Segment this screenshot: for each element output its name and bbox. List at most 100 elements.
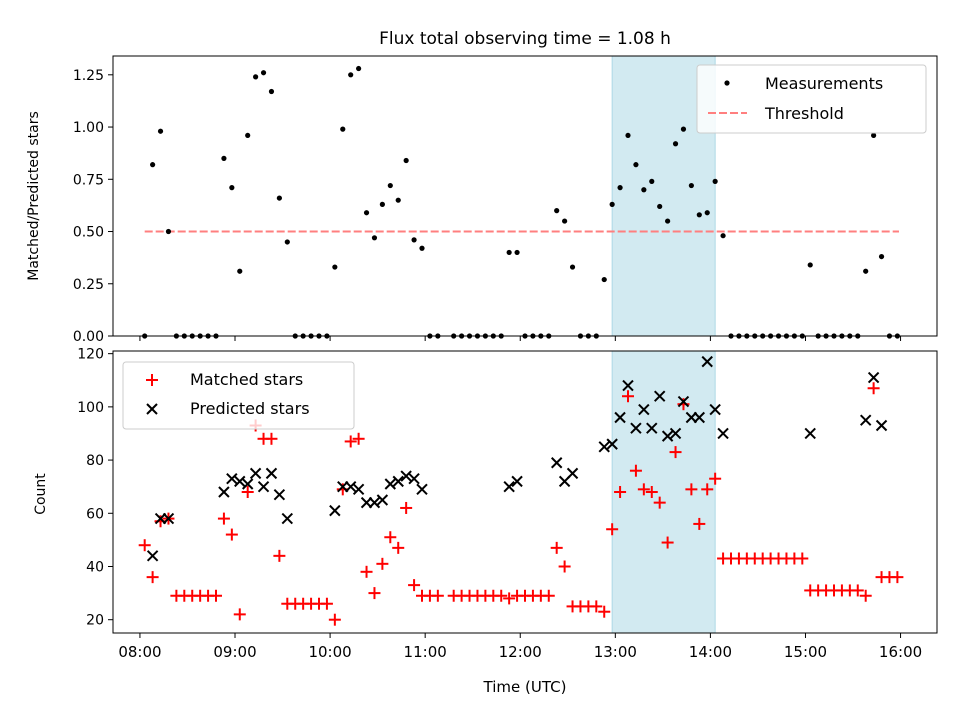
y-tick-label: 0.50 xyxy=(73,225,104,241)
predicted-stars-points xyxy=(146,355,888,562)
measurement-point xyxy=(221,155,227,161)
predicted-star-point xyxy=(329,504,341,517)
matched-star-point xyxy=(384,531,397,544)
predicted-star-point xyxy=(234,475,246,488)
measurement-point xyxy=(554,208,560,214)
predicted-star-point xyxy=(709,403,721,416)
ratio-panel: 0.00 0.25 0.50 0.75 1.00 1.25 Matched/Predict… xyxy=(26,55,938,345)
predicted-star-point xyxy=(352,483,365,496)
matched-star-point xyxy=(859,589,872,602)
predicted-star-point xyxy=(550,457,563,469)
x-tick-label: 16:00 xyxy=(879,643,922,661)
measurement-point xyxy=(807,262,813,268)
measurement-point xyxy=(403,157,409,164)
matched-star-point xyxy=(645,486,658,498)
matched-star-point xyxy=(503,592,516,605)
matched-star-point xyxy=(344,435,357,448)
measurement-point xyxy=(688,182,694,189)
matched-star-point xyxy=(796,552,809,565)
predicted-star-point xyxy=(653,390,666,402)
matched-star-point xyxy=(400,501,413,514)
predicted-star-point xyxy=(400,470,412,482)
predicted-star-point xyxy=(265,467,278,480)
matched-star-point xyxy=(685,483,698,496)
predicted-star-point xyxy=(368,496,381,509)
y-tick-label: 20 xyxy=(86,613,104,629)
x-tick-label: 15:00 xyxy=(784,643,827,661)
ratio-y-ticks: 0.00 0.25 0.50 0.75 1.00 1.25 xyxy=(73,68,113,345)
count-y-ticks: 20 40 60 80 100 120 xyxy=(77,347,113,629)
predicted-star-point xyxy=(661,430,674,442)
ratio-legend-box xyxy=(696,64,927,134)
matched-star-point xyxy=(233,608,246,621)
predicted-star-point xyxy=(344,480,357,493)
matched-star-point xyxy=(241,486,254,498)
matched-star-point xyxy=(661,536,674,549)
y-tick-label: 1.00 xyxy=(73,120,104,136)
matched-star-point xyxy=(653,496,666,509)
matched-stars-points xyxy=(138,382,904,626)
measurement-point xyxy=(419,245,425,251)
predicted-star-point xyxy=(249,467,262,480)
measurement-point xyxy=(371,235,378,241)
matched-star-point xyxy=(629,464,642,477)
predicted-star-point xyxy=(162,512,175,525)
chart-title: Flux total observing time = 1.08 h xyxy=(379,29,671,49)
matched-star-point xyxy=(590,600,603,613)
measurement-point xyxy=(617,185,623,191)
measurement-point xyxy=(379,201,385,207)
predicted-star-point xyxy=(638,403,650,416)
ratio-legend: Measurements Threshold xyxy=(696,64,927,134)
predicted-star-point xyxy=(408,472,420,485)
matched-star-point xyxy=(273,549,286,562)
predicted-star-point xyxy=(598,441,610,453)
y-tick-label: 40 xyxy=(86,559,104,575)
predicted-star-point xyxy=(804,427,816,440)
predicted-star-point xyxy=(257,480,270,493)
measurement-point xyxy=(680,126,687,132)
measurement-point xyxy=(356,65,362,72)
count-legend: Matched stars Predicted stars xyxy=(122,361,355,430)
matched-star-point xyxy=(392,541,405,554)
matched-star-point xyxy=(360,565,373,578)
count-panel: 20 40 60 80 100 120 08:00 09:00 10:00 11:00 12:00… xyxy=(33,347,938,696)
y-tick-label: 120 xyxy=(77,347,104,363)
predicted-star-point xyxy=(503,480,515,493)
measurement-point xyxy=(237,268,243,274)
measurement-point xyxy=(157,128,164,134)
measurement-point xyxy=(704,210,710,216)
matched-star-point xyxy=(217,512,230,525)
predicted-star-point xyxy=(693,411,706,424)
count-panel-frame xyxy=(112,350,938,634)
measurement-point xyxy=(229,185,235,191)
legend-measurements-label: Measurements xyxy=(765,74,883,93)
x-tick-label: 14:00 xyxy=(689,643,732,661)
matched-star-point xyxy=(495,589,508,602)
measurement-point xyxy=(340,126,346,132)
x-tick-label: 09:00 xyxy=(213,643,256,661)
predicted-star-point xyxy=(606,438,618,450)
measurement-point xyxy=(601,276,607,283)
matched-star-point xyxy=(225,528,238,541)
matched-star-point xyxy=(622,390,634,403)
y-tick-label: 80 xyxy=(86,453,104,469)
matched-star-point xyxy=(265,432,278,445)
measurement-point xyxy=(625,132,631,139)
measurement-point xyxy=(245,132,251,139)
matched-star-point xyxy=(210,589,222,602)
predicted-star-point xyxy=(859,414,872,426)
measurement-point xyxy=(514,249,520,256)
measurement-point xyxy=(609,201,615,207)
predicted-star-point xyxy=(511,475,523,488)
measurement-point xyxy=(863,268,869,274)
matched-star-point xyxy=(606,523,619,536)
matched-star-point xyxy=(693,517,706,530)
legend-matched-marker xyxy=(146,374,158,386)
predicted-star-point xyxy=(677,395,690,408)
predicted-star-point xyxy=(392,475,404,488)
predicted-star-point xyxy=(717,427,729,440)
predicted-star-point xyxy=(376,494,389,506)
y-tick-label: 0.00 xyxy=(73,329,104,345)
measurement-point xyxy=(165,228,172,235)
